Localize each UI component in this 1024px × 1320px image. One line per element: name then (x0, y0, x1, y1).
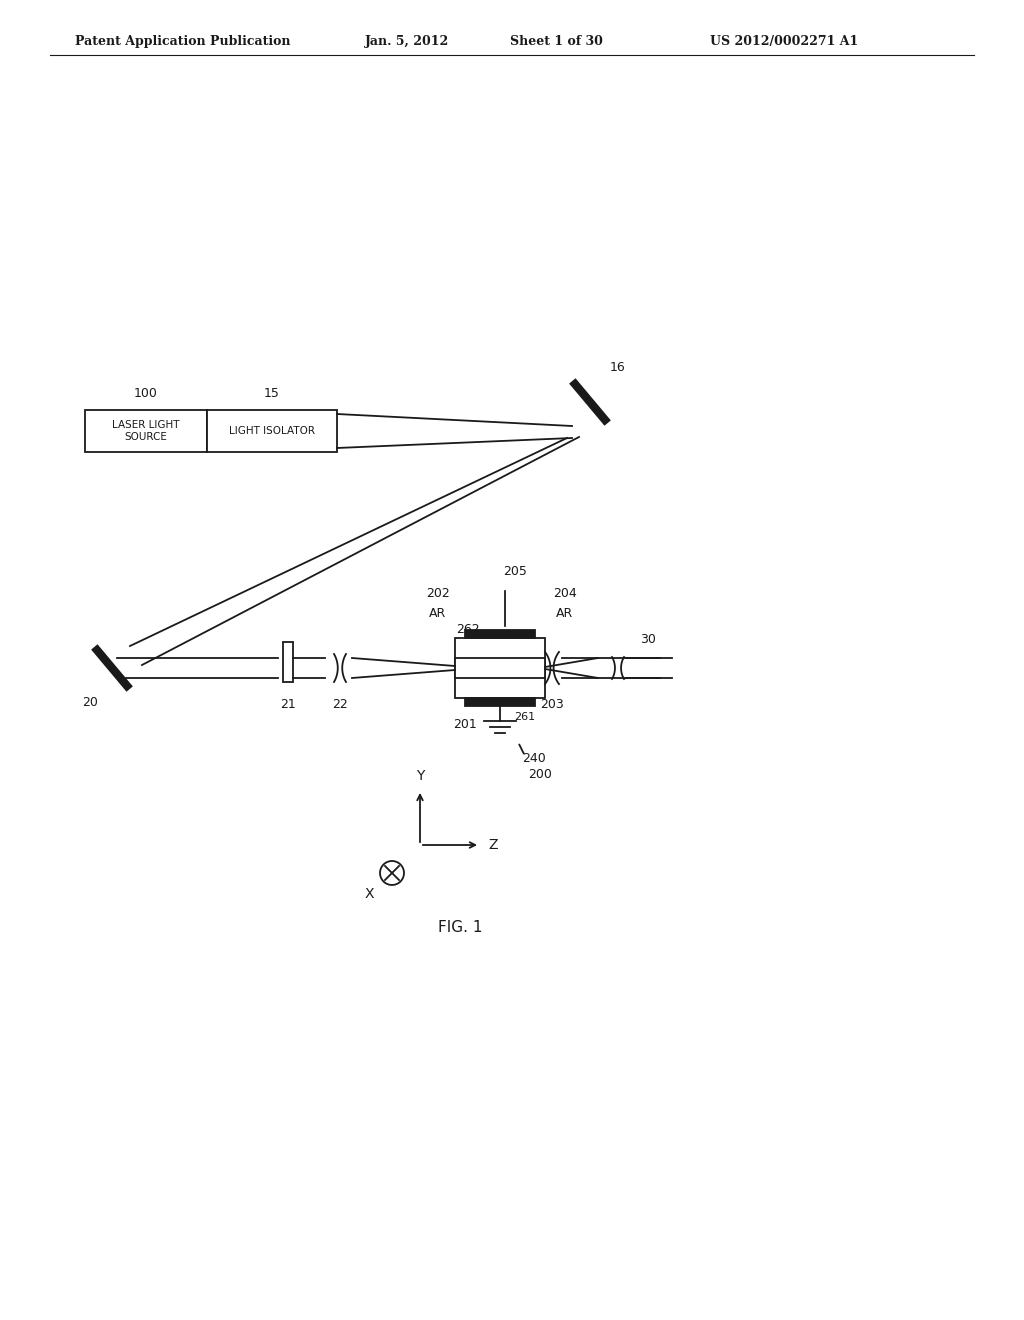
Text: 22: 22 (332, 698, 348, 711)
Text: LASER LIGHT
SOURCE: LASER LIGHT SOURCE (113, 420, 180, 442)
Text: Sheet 1 of 30: Sheet 1 of 30 (510, 36, 603, 48)
Text: 16: 16 (610, 360, 626, 374)
Text: 204: 204 (553, 587, 577, 601)
Text: 21: 21 (281, 698, 296, 711)
Text: 20: 20 (82, 696, 98, 709)
Text: FIG. 1: FIG. 1 (437, 920, 482, 936)
Text: 30: 30 (640, 634, 656, 645)
Text: X: X (365, 887, 374, 902)
Text: Jan. 5, 2012: Jan. 5, 2012 (365, 36, 450, 48)
FancyBboxPatch shape (85, 411, 207, 451)
Text: 200: 200 (528, 768, 552, 781)
Text: 203: 203 (540, 698, 564, 711)
Text: AR: AR (429, 607, 446, 620)
Text: 202: 202 (426, 587, 450, 601)
Text: LIGHT ISOLATOR: LIGHT ISOLATOR (229, 426, 315, 436)
FancyBboxPatch shape (465, 698, 535, 706)
FancyBboxPatch shape (455, 657, 545, 678)
Text: AR: AR (556, 607, 573, 620)
Text: US 2012/0002271 A1: US 2012/0002271 A1 (710, 36, 858, 48)
FancyBboxPatch shape (455, 638, 545, 698)
Text: 261: 261 (514, 711, 536, 722)
Text: 262: 262 (456, 623, 480, 636)
Text: 240: 240 (522, 752, 546, 766)
FancyBboxPatch shape (207, 411, 337, 451)
Text: 201: 201 (453, 718, 477, 731)
Text: Z: Z (488, 838, 498, 851)
Text: Y: Y (416, 770, 424, 783)
Text: 205: 205 (503, 565, 527, 578)
FancyBboxPatch shape (283, 642, 293, 682)
FancyBboxPatch shape (465, 630, 535, 638)
Text: 15: 15 (264, 387, 280, 400)
Text: Patent Application Publication: Patent Application Publication (75, 36, 291, 48)
Text: 100: 100 (134, 387, 158, 400)
